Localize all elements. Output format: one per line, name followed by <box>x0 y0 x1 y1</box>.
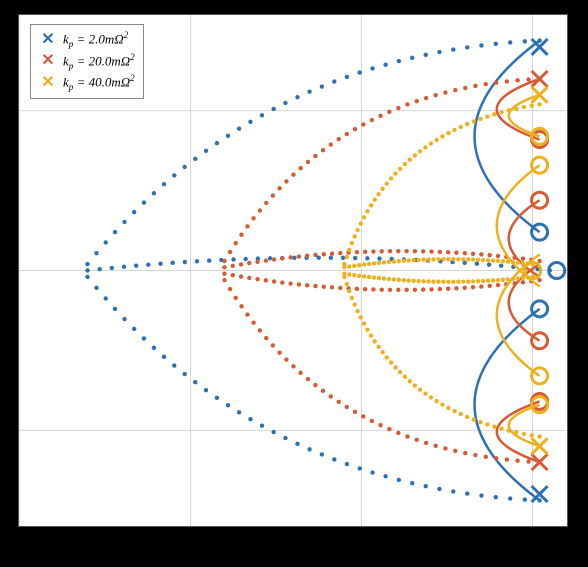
pole-marker <box>532 87 548 103</box>
legend-row: ✕ kp = 20.0mΩ2 <box>39 51 135 73</box>
legend-row: ✕ kp = 2.0mΩ2 <box>39 29 135 51</box>
legend-label: kp = 2.0mΩ2 <box>63 29 128 51</box>
legend-marker-icon: ✕ <box>39 32 57 48</box>
legend: ✕ kp = 2.0mΩ2 ✕ kp = 20.0mΩ2 ✕ kp = 40.0mΩ2 <box>30 24 144 99</box>
legend-label: kp = 20.0mΩ2 <box>63 51 135 73</box>
legend-marker-icon: ✕ <box>39 53 57 69</box>
legend-row: ✕ kp = 40.0mΩ2 <box>39 72 135 94</box>
pole-marker <box>532 438 548 454</box>
chart-container: ✕ kp = 2.0mΩ2 ✕ kp = 20.0mΩ2 ✕ kp = 40.0mΩ2 <box>0 0 588 567</box>
legend-label: kp = 40.0mΩ2 <box>63 72 135 94</box>
pole-marker <box>532 71 548 87</box>
pole-marker <box>532 454 548 470</box>
legend-marker-icon: ✕ <box>39 75 57 91</box>
